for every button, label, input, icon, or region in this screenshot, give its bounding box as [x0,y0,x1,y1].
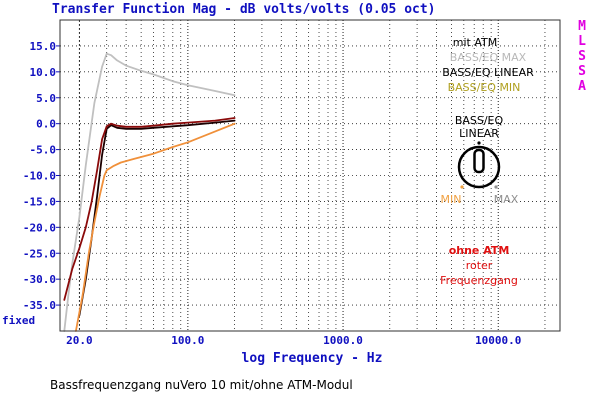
y-tick-label: -25.0 [23,247,56,260]
knob-title-line2: LINEAR [459,127,499,140]
grid [60,20,560,331]
note-heading: ohne ATM [449,244,510,257]
knob-dot-max [494,185,498,189]
mlssa-letter: S [578,64,586,79]
knob-dot-top [477,141,481,145]
y-tick-label: 0.0 [36,118,56,131]
series-line-ohne-atm [63,117,236,301]
legend-item-min: BASS/EQ MIN [448,81,521,94]
mlssa-letter: M [578,19,586,34]
x-axis-ticks: 20.0 100.0 1000.0 10000.0 [66,334,521,347]
y-tick-label: -15.0 [23,195,56,208]
mlssa-letter: A [578,79,586,94]
x-tick-label: 20.0 [66,334,93,347]
knob-min-label: MIN [441,193,462,206]
mlssa-letter: L [578,34,586,49]
y-tick-label: -20.0 [23,221,56,234]
note-ohne-atm: ohne ATM roter Frequenzgang [440,244,518,287]
plot-frame [59,19,561,332]
knob-pointer-icon [473,148,485,174]
legend-heading: mit ATM [453,36,497,49]
series-line-bass-eq-min [75,122,236,332]
y-axis-ticks: 15.0 10.0 5.0 0.0 -5.0 -10.0 -15.0 -20.0 -25.0 -3… [23,40,60,312]
y-bottom-label: fixed [2,314,35,327]
knob-max-label: MAX [494,193,519,206]
y-tick-label: 15.0 [30,40,57,53]
chart-title: Transfer Function Mag - dB volts/volts (… [52,2,436,17]
legend-item-linear: BASS/EQ LINEAR [442,66,534,79]
knob-title-line1: BASS/EQ [455,114,504,127]
y-tick-label: -30.0 [23,273,56,286]
y-tick-label: 5.0 [36,92,56,105]
y-tick-label: -10.0 [23,170,56,183]
y-tick-label: 10.0 [30,66,57,79]
knob-dot-min [460,185,464,189]
x-axis-label: log Frequency - Hz [242,351,383,366]
caption: Bassfrequenzgang nuVero 10 mit/ohne ATM-… [50,378,353,392]
legend: mit ATM BASS/EQ MAX BASS/EQ LINEAR BASS/… [442,36,534,94]
x-tick-label: 100.0 [171,334,204,347]
series-group [63,52,236,332]
legend-item-max: BASS/EQ MAX [450,51,527,64]
eq-knob: BASS/EQ LINEAR MIN MAX [441,114,519,206]
y-tick-label: -5.0 [30,144,57,157]
series-line-bass-eq-max [63,52,236,332]
x-tick-label: 1000.0 [323,334,363,347]
x-tick-label: 10000.0 [475,334,521,347]
knob-dial-icon [457,145,501,189]
mlssa-letter: S [578,49,586,64]
y-tick-label: -35.0 [23,299,56,312]
note-line2: Frequenzgang [440,274,518,287]
note-line1: roter [466,259,493,272]
